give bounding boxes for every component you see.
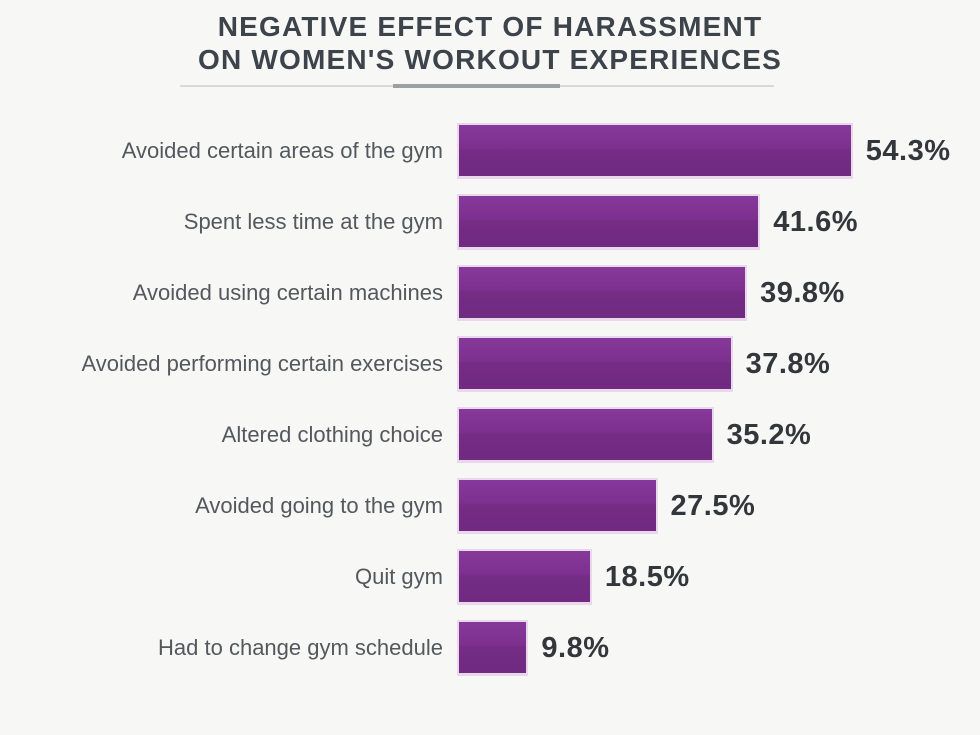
category-label: Altered clothing choice: [221, 422, 443, 447]
bar: [457, 336, 733, 392]
value-label: 35.2%: [726, 418, 812, 451]
category-label: Avoided going to the gym: [195, 493, 443, 518]
chart-title: NEGATIVE EFFECT OF HARASSMENT ON WOMEN'S…: [0, 10, 980, 76]
bar: [457, 194, 761, 250]
chart-row: Avoided using certain machines 39.8%: [0, 265, 980, 321]
value-label: 39.8%: [760, 276, 845, 309]
title-divider-accent: [393, 84, 560, 88]
bar: [457, 549, 592, 605]
value-label: 27.5%: [670, 489, 756, 522]
category-label: Avoided performing certain exercises: [81, 351, 443, 376]
chart-row: Had to change gym schedule 9.8%: [0, 620, 980, 676]
category-label: Spent less time at the gym: [183, 209, 443, 234]
chart-title-line2: ON WOMEN'S WORKOUT EXPERIENCES: [197, 44, 783, 75]
value-label: 54.3%: [865, 134, 951, 167]
category-label: Avoided using certain machines: [132, 280, 443, 305]
title-divider: [180, 84, 774, 88]
bar: [457, 407, 714, 463]
value-label: 41.6%: [773, 205, 859, 238]
bar: [457, 620, 529, 676]
chart-row: Avoided going to the gym 27.5%: [0, 478, 980, 534]
value-label: 18.5%: [604, 560, 690, 593]
value-label: 37.8%: [745, 347, 831, 380]
bar: [457, 123, 853, 179]
category-label: Avoided certain areas of the gym: [121, 138, 443, 163]
chart-row: Spent less time at the gym 41.6%: [0, 194, 980, 250]
chart-row: Altered clothing choice 35.2%: [0, 407, 980, 463]
value-label: 9.8%: [541, 631, 610, 664]
chart-row: Quit gym 18.5%: [0, 549, 980, 605]
bar: [457, 478, 658, 534]
bar: [457, 265, 748, 321]
chart-row: Avoided performing certain exercises 37.8…: [0, 336, 980, 392]
category-label: Quit gym: [354, 564, 443, 589]
bar-chart: Avoided certain areas of the gym 54.3% Spe…: [0, 123, 980, 691]
chart-title-line1: NEGATIVE EFFECT OF HARASSMENT: [217, 11, 763, 42]
chart-row: Avoided certain areas of the gym 54.3%: [0, 123, 980, 179]
category-label: Had to change gym schedule: [158, 635, 443, 660]
